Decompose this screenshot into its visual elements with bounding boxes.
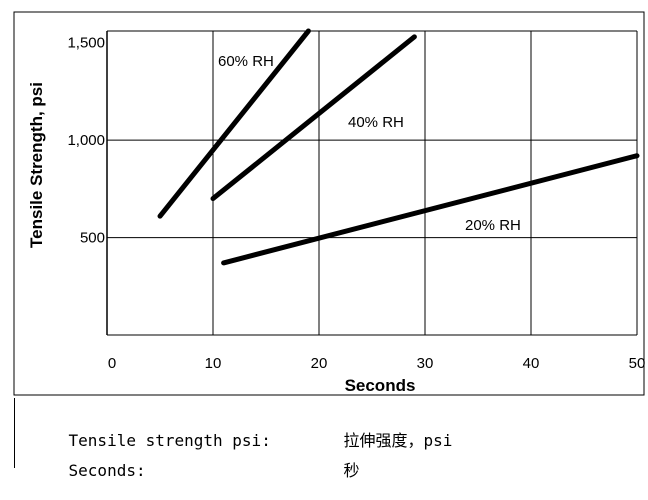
series-labels: 60% RH 40% RH 20% RH xyxy=(218,53,521,234)
tick-labels: 0 10 20 30 40 50 500 1,000 1,500 xyxy=(67,35,645,372)
series-lines xyxy=(157,28,640,266)
chart: 0 10 20 30 40 50 500 1,000 1,500 60% RH 40% RH 20%… xyxy=(13,11,645,396)
series-label: 60% RH xyxy=(218,53,274,70)
x-tick-label: 20 xyxy=(311,355,328,372)
y-axis-title: Tensile Strength, psi xyxy=(27,82,46,248)
x-tick-label: 40 xyxy=(523,355,540,372)
y-tick-label: 1,000 xyxy=(67,132,105,149)
glossary-row: Tensile strength psi: 拉伸强度，psi xyxy=(30,408,453,470)
y-tick-label: 500 xyxy=(80,230,105,247)
series-label: 40% RH xyxy=(348,114,404,131)
y-tick-label: 1,500 xyxy=(67,35,105,52)
glossary-definition: 秒 xyxy=(343,461,360,480)
axes xyxy=(106,31,637,336)
chart-border xyxy=(13,11,645,396)
glossary-definition: 拉伸强度，psi xyxy=(343,431,453,450)
glossary-term: Seconds: xyxy=(68,461,146,480)
x-axis-title: Seconds xyxy=(345,376,416,395)
series-line xyxy=(157,28,311,219)
x-tick-label: 30 xyxy=(417,355,434,372)
chart-svg: 0 10 20 30 40 50 500 1,000 1,500 60% RH 40% RH 20%… xyxy=(13,11,645,396)
glossary: Tensile strength psi: 拉伸强度，psi Seconds: 秒 xyxy=(0,398,648,480)
glossary-term: Tensile strength psi: xyxy=(68,431,271,450)
series-line xyxy=(210,34,417,202)
series-line xyxy=(221,153,640,266)
x-tick-label: 0 xyxy=(108,355,116,372)
glossary-divider xyxy=(14,398,15,468)
x-tick-label: 10 xyxy=(205,355,222,372)
series-label: 20% RH xyxy=(465,217,521,234)
grid xyxy=(107,30,638,335)
glossary-row: Seconds: 秒 xyxy=(30,438,360,500)
x-tick-label: 50 xyxy=(629,355,646,372)
